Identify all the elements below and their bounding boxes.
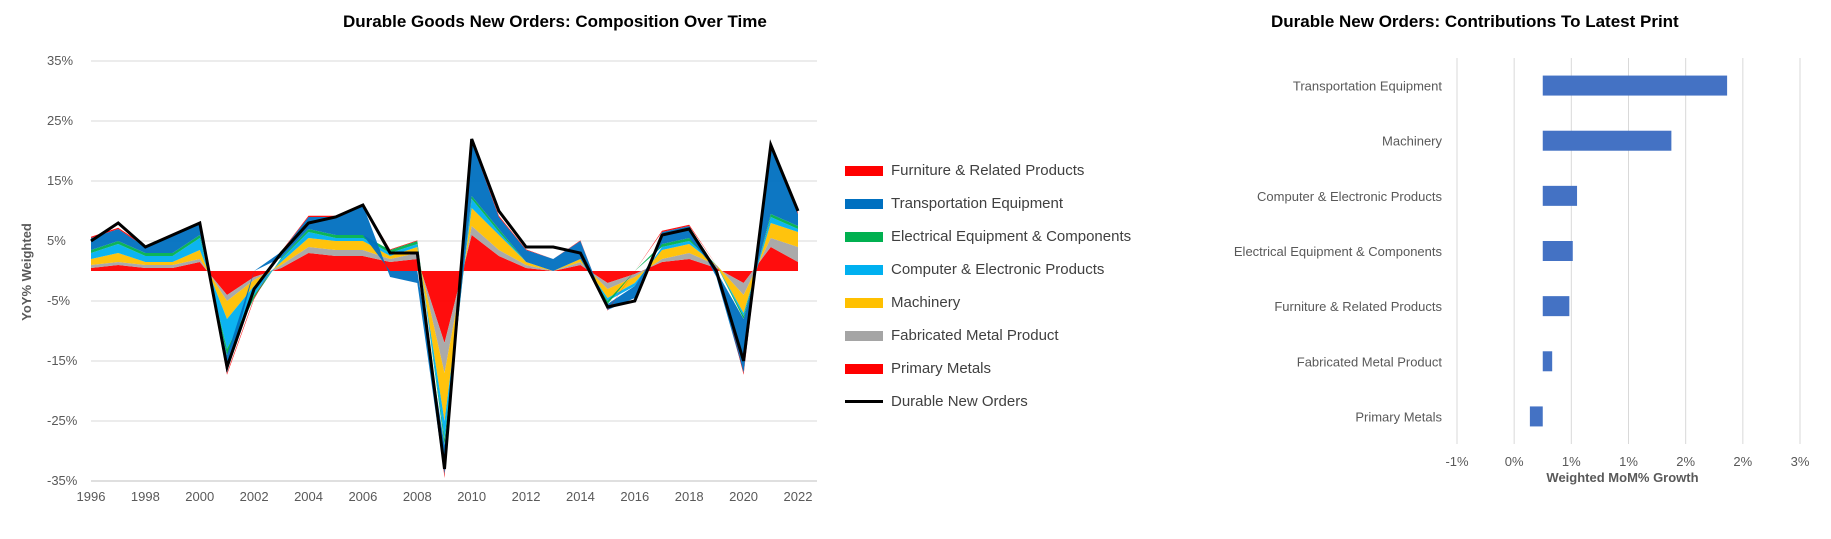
contribution-bar bbox=[1542, 130, 1672, 151]
contribution-bar bbox=[1542, 241, 1573, 261]
right-category-label: Transportation Equipment bbox=[1293, 79, 1442, 94]
left-x-tick-label: 2012 bbox=[512, 489, 541, 504]
legend-label: Furniture & Related Products bbox=[891, 162, 1085, 179]
left-x-tick-label: 1996 bbox=[77, 489, 106, 504]
left-x-tick-label: 2004 bbox=[294, 489, 323, 504]
legend-item: Durable New Orders bbox=[845, 385, 1131, 418]
legend-swatch bbox=[845, 264, 883, 275]
left-y-tick-label: 5% bbox=[47, 233, 66, 248]
left-x-tick-label: 2022 bbox=[784, 489, 813, 504]
left-y-tick-label: 15% bbox=[47, 173, 73, 188]
right-category-label: Furniture & Related Products bbox=[1274, 299, 1442, 314]
contribution-bar bbox=[1529, 406, 1543, 427]
legend-item: Transportation Equipment bbox=[845, 187, 1131, 220]
legend-label: Fabricated Metal Product bbox=[891, 327, 1059, 344]
right-x-axis-label: Weighted MoM% Growth bbox=[1546, 470, 1698, 485]
left-chart-legend: Furniture & Related Products Transportati… bbox=[845, 154, 1131, 418]
right-x-tick-label: 2% bbox=[1733, 454, 1752, 469]
legend-swatch bbox=[845, 231, 883, 242]
area-machinery bbox=[91, 208, 798, 421]
legend-item: Machinery bbox=[845, 286, 1131, 319]
legend-swatch bbox=[845, 363, 883, 374]
right-category-label: Electrical Equipment & Components bbox=[1234, 244, 1443, 259]
legend-label: Electrical Equipment & Components bbox=[891, 228, 1132, 245]
right-x-tick-label: 2% bbox=[1676, 454, 1695, 469]
legend-item: Primary Metals bbox=[845, 352, 1131, 385]
legend-item: Computer & Electronic Products bbox=[845, 253, 1131, 286]
left-x-tick-label: 2016 bbox=[620, 489, 649, 504]
right-chart-title: Durable New Orders: Contributions To Lat… bbox=[1271, 12, 1679, 31]
contribution-bar bbox=[1542, 296, 1570, 317]
right-x-tick-label: 0% bbox=[1505, 454, 1524, 469]
left-y-tick-label: 25% bbox=[47, 113, 73, 128]
legend-swatch bbox=[845, 297, 883, 308]
left-x-tick-label: 2006 bbox=[348, 489, 377, 504]
legend-label: Machinery bbox=[891, 294, 961, 311]
left-x-tick-label: 2000 bbox=[185, 489, 214, 504]
left-x-tick-label: 2002 bbox=[240, 489, 269, 504]
left-x-tick-label: 2018 bbox=[675, 489, 704, 504]
right-category-label: Fabricated Metal Product bbox=[1297, 354, 1443, 369]
right-x-tick-label: 1% bbox=[1562, 454, 1581, 469]
legend-swatch bbox=[845, 198, 883, 209]
left-y-tick-label: -35% bbox=[47, 473, 78, 488]
right-category-label: Machinery bbox=[1382, 134, 1442, 149]
legend-item: Electrical Equipment & Components bbox=[845, 220, 1131, 253]
legend-label: Transportation Equipment bbox=[891, 195, 1064, 212]
contribution-bar bbox=[1542, 185, 1578, 206]
area-primary-metals bbox=[91, 235, 798, 343]
legend-swatch bbox=[845, 330, 883, 341]
area-fabricated-metal-product bbox=[91, 226, 798, 373]
right-category-label: Primary Metals bbox=[1355, 409, 1442, 424]
left-x-tick-label: 2008 bbox=[403, 489, 432, 504]
left-y-tick-label: -25% bbox=[47, 413, 78, 428]
legend-swatch bbox=[845, 400, 883, 403]
legend-item: Fabricated Metal Product bbox=[845, 319, 1131, 352]
left-y-tick-label: 35% bbox=[47, 53, 73, 68]
left-y-tick-label: -5% bbox=[47, 293, 71, 308]
left-x-tick-label: 2014 bbox=[566, 489, 595, 504]
left-y-axis-label: YoY% Weighted bbox=[19, 223, 34, 321]
left-x-tick-label: 2020 bbox=[729, 489, 758, 504]
line-durable-new-orders bbox=[90, 138, 800, 470]
right-x-tick-label: 3% bbox=[1791, 454, 1810, 469]
legend-label: Computer & Electronic Products bbox=[891, 261, 1105, 278]
left-x-tick-label: 1998 bbox=[131, 489, 160, 504]
contribution-bar bbox=[1542, 75, 1728, 96]
left-chart-title: Durable Goods New Orders: Composition Ov… bbox=[343, 12, 767, 31]
legend-item: Furniture & Related Products bbox=[845, 154, 1131, 187]
right-x-tick-label: 1% bbox=[1619, 454, 1638, 469]
right-category-label: Computer & Electronic Products bbox=[1257, 189, 1442, 204]
legend-label: Primary Metals bbox=[891, 360, 992, 377]
area-computer-electronic-products bbox=[91, 199, 798, 439]
contribution-bar bbox=[1542, 351, 1553, 372]
left-x-tick-label: 2010 bbox=[457, 489, 486, 504]
legend-swatch bbox=[845, 165, 883, 176]
right-x-tick-label: -1% bbox=[1445, 454, 1469, 469]
left-y-tick-label: -15% bbox=[47, 353, 78, 368]
legend-label: Durable New Orders bbox=[891, 393, 1028, 410]
